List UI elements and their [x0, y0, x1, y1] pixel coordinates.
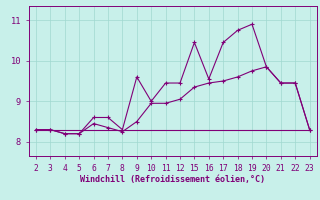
X-axis label: Windchill (Refroidissement éolien,°C): Windchill (Refroidissement éolien,°C)	[80, 175, 265, 184]
